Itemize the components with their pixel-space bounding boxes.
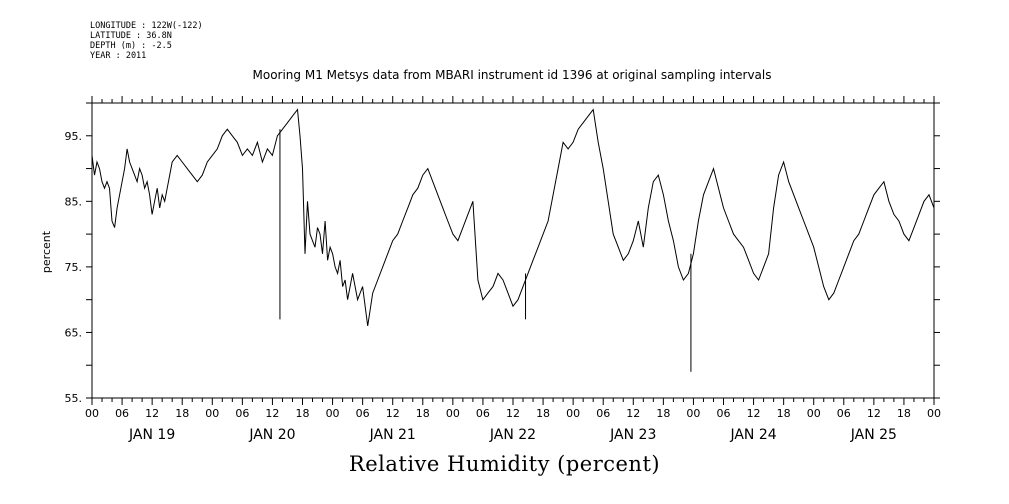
x-tick-label: 06	[717, 407, 731, 420]
y-tick-label: 55.	[65, 392, 83, 405]
y-tick-label: 85.	[65, 195, 83, 208]
series-group	[91, 108, 935, 372]
x-tick-label: 00	[566, 407, 580, 420]
x-tick-label: 06	[837, 407, 851, 420]
x-tick-label: 18	[897, 407, 911, 420]
x-tick-label: 00	[326, 407, 340, 420]
x-tick-label: 00	[85, 407, 99, 420]
x-tick-label: 06	[115, 407, 129, 420]
x-tick-label: 18	[777, 407, 791, 420]
x-tick-label: 18	[656, 407, 670, 420]
day-label: JAN 22	[489, 427, 536, 443]
x-tick-label: 00	[205, 407, 219, 420]
y-tick-label: 75.	[65, 261, 83, 274]
chart-caption: Relative Humidity (percent)	[348, 452, 661, 476]
x-tick-label: 06	[596, 407, 610, 420]
x-tick-label: 12	[747, 407, 761, 420]
y-axis: 55. 65. 75. 85. 95.	[65, 102, 940, 405]
day-label: JAN 24	[729, 427, 776, 443]
day-label: JAN 23	[609, 427, 656, 443]
depth-text: DEPTH (m) : -2.5	[90, 41, 172, 51]
humidity-series-line	[91, 108, 935, 326]
chart-title: Mooring M1 Metsys data from MBARI instru…	[253, 68, 772, 82]
metadata-block: LONGITUDE : 122W(-122) LATITUDE : 36.8N …	[90, 21, 203, 61]
x-tick-label: 06	[356, 407, 370, 420]
x-tick-label: 00	[927, 407, 941, 420]
x-tick-label: 12	[867, 407, 881, 420]
x-tick-label: 12	[145, 407, 159, 420]
y-tick-label: 65.	[65, 326, 83, 339]
x-tick-label: 18	[296, 407, 310, 420]
x-tick-label: 00	[446, 407, 460, 420]
x-tick-label: 12	[265, 407, 279, 420]
year-text: YEAR : 2011	[90, 51, 147, 61]
x-tick-label: 00	[686, 407, 700, 420]
x-tick-label: 12	[626, 407, 640, 420]
x-tick-label: 18	[536, 407, 550, 420]
x-tick-label: 06	[235, 407, 249, 420]
day-label: JAN 20	[248, 427, 295, 443]
y-axis-label: percent	[40, 230, 53, 273]
day-label: JAN 21	[369, 427, 416, 443]
y-tick-label: 95.	[65, 130, 83, 143]
longitude-text: LONGITUDE : 122W(-122)	[90, 21, 203, 31]
x-tick-label: 00	[807, 407, 821, 420]
x-tick-label: 06	[476, 407, 490, 420]
day-label: JAN 25	[850, 427, 897, 443]
day-label: JAN 19	[128, 427, 175, 443]
x-tick-label: 18	[416, 407, 430, 420]
x-axis: 00 06 12 18 00 06 12 18 00 06 12 18 00 06 12 18 00 06 12 18…	[85, 96, 941, 443]
x-tick-label: 12	[386, 407, 400, 420]
x-tick-label: 12	[506, 407, 520, 420]
latitude-text: LATITUDE : 36.8N	[90, 31, 172, 41]
x-tick-label: 18	[175, 407, 189, 420]
